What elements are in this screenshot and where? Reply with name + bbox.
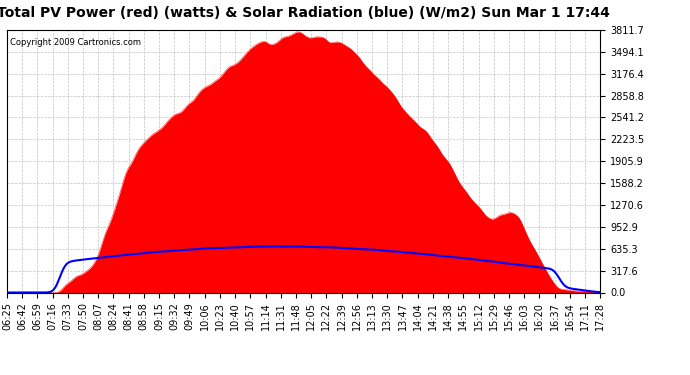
Text: Copyright 2009 Cartronics.com: Copyright 2009 Cartronics.com bbox=[10, 38, 141, 47]
Text: Total PV Power (red) (watts) & Solar Radiation (blue) (W/m2) Sun Mar 1 17:44: Total PV Power (red) (watts) & Solar Rad… bbox=[0, 6, 610, 20]
